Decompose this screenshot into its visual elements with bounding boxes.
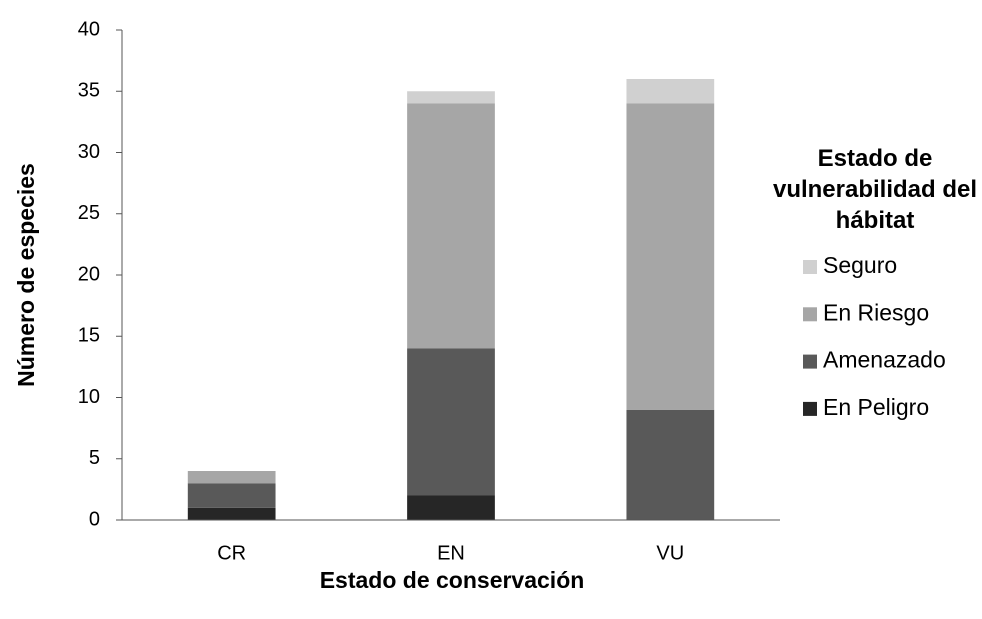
legend-label: Seguro bbox=[823, 252, 897, 278]
y-tick-label: 25 bbox=[78, 202, 100, 224]
y-tick-label: 15 bbox=[78, 325, 100, 347]
x-tick-label: CR bbox=[217, 542, 246, 564]
x-tick-label: EN bbox=[437, 542, 465, 564]
legend-label: Amenazado bbox=[823, 347, 946, 373]
bar-segment bbox=[187, 507, 276, 520]
legend-label: En Riesgo bbox=[823, 299, 929, 325]
bar-segment bbox=[407, 495, 495, 520]
y-tick-label: 20 bbox=[78, 263, 100, 285]
x-axis-title: Estado de conservación bbox=[320, 567, 585, 593]
legend-title: Estado de vulnerabilidad del hábitat bbox=[772, 145, 978, 234]
legend-swatch bbox=[803, 307, 817, 322]
bar-segment bbox=[626, 409, 715, 520]
y-tick-label: 35 bbox=[78, 80, 100, 102]
y-tick-label: 30 bbox=[78, 141, 100, 163]
bar-segment bbox=[407, 91, 495, 104]
y-tick-label: 40 bbox=[78, 18, 100, 40]
y-tick-label: 10 bbox=[78, 386, 100, 408]
bar-segment bbox=[407, 348, 495, 496]
bar-segment bbox=[626, 79, 715, 104]
y-tick-label: 5 bbox=[89, 447, 100, 469]
x-tick-label: VU bbox=[656, 542, 684, 564]
y-axis-title: Número de especies bbox=[13, 163, 39, 387]
y-tick-label: 0 bbox=[89, 508, 100, 530]
legend-swatch bbox=[803, 260, 817, 274]
legend-swatch bbox=[803, 401, 817, 416]
bar-segment bbox=[187, 471, 276, 484]
bar-segment bbox=[187, 483, 276, 508]
legend-swatch bbox=[803, 354, 817, 369]
bar-segment bbox=[626, 103, 715, 410]
legend-label: En Peligro bbox=[823, 394, 929, 420]
bar-segment bbox=[407, 103, 495, 349]
